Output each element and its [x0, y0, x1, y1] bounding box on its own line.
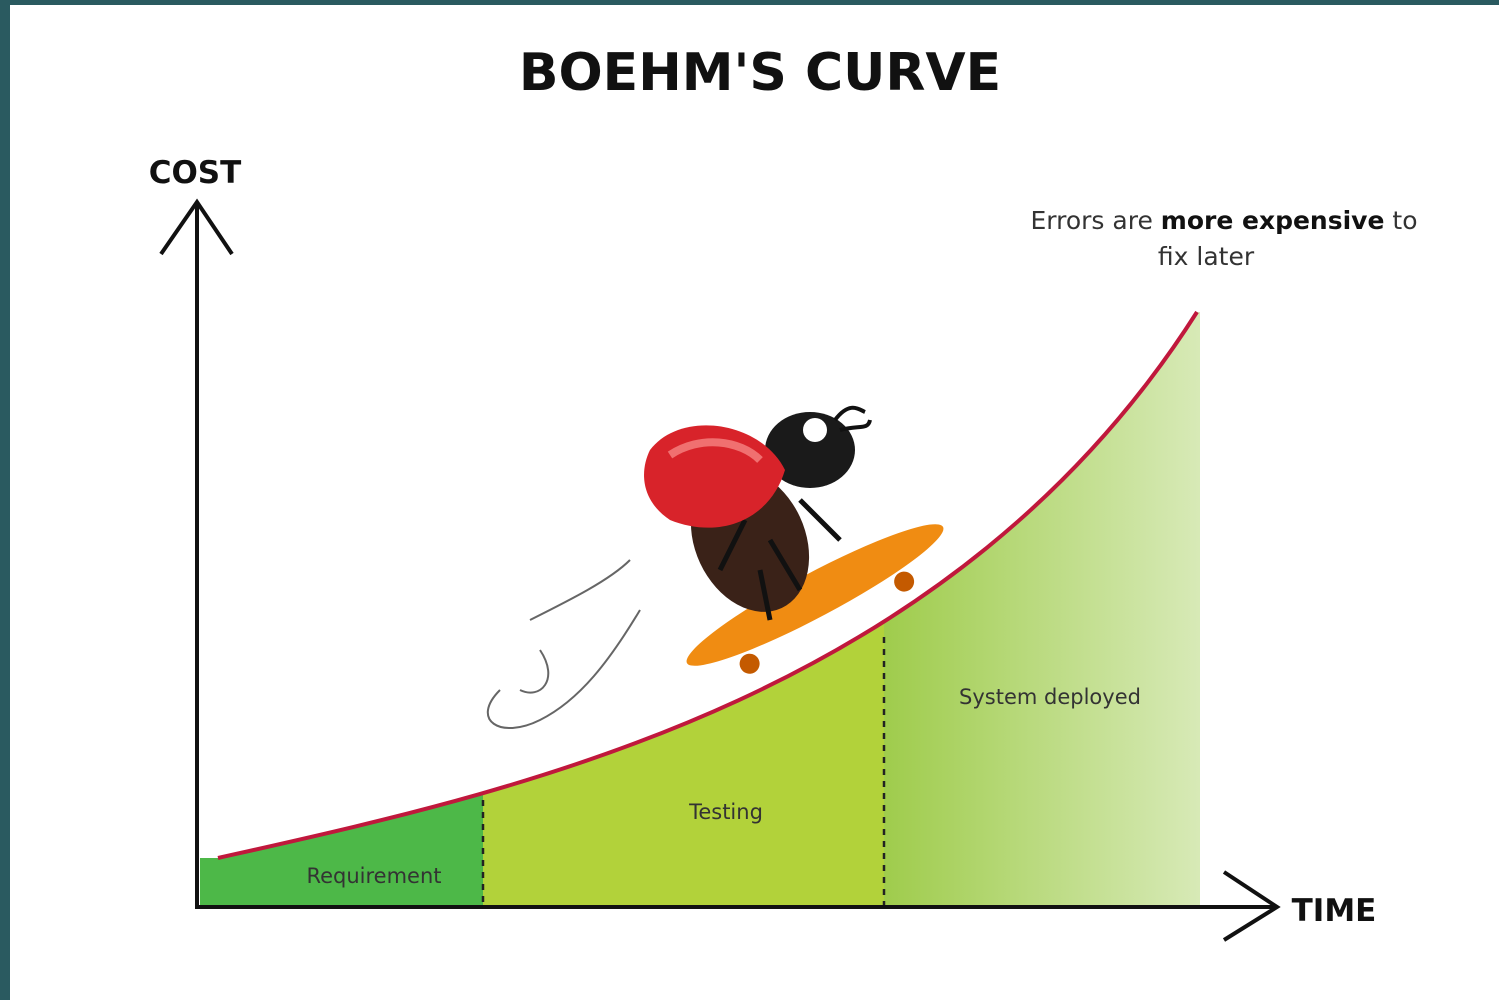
x-axis-label: TIME — [1292, 893, 1377, 929]
diagram: BOEHM'S CURVE COST TIME Requirement Test… — [0, 0, 1499, 1000]
annotation-text: fix later — [1158, 242, 1255, 271]
annotation-emphasis: more expensive — [1161, 206, 1385, 235]
phase-label: Requirement — [306, 864, 441, 888]
annotation: Errors are more expensive to — [1030, 206, 1417, 235]
title: BOEHM'S CURVE — [519, 43, 1001, 103]
phase-label: System deployed — [959, 685, 1141, 709]
phase-label: Testing — [688, 800, 763, 824]
annotation-text: to — [1392, 206, 1417, 235]
y-axis-label: COST — [149, 155, 242, 191]
annotation-text: Errors are — [1030, 206, 1152, 235]
